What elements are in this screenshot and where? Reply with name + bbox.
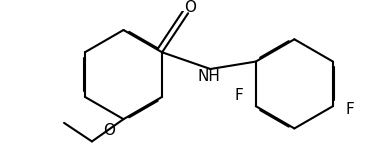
Text: NH: NH: [197, 69, 220, 84]
Text: O: O: [184, 0, 196, 15]
Text: F: F: [345, 102, 354, 117]
Text: O: O: [103, 123, 115, 138]
Text: F: F: [235, 87, 243, 103]
